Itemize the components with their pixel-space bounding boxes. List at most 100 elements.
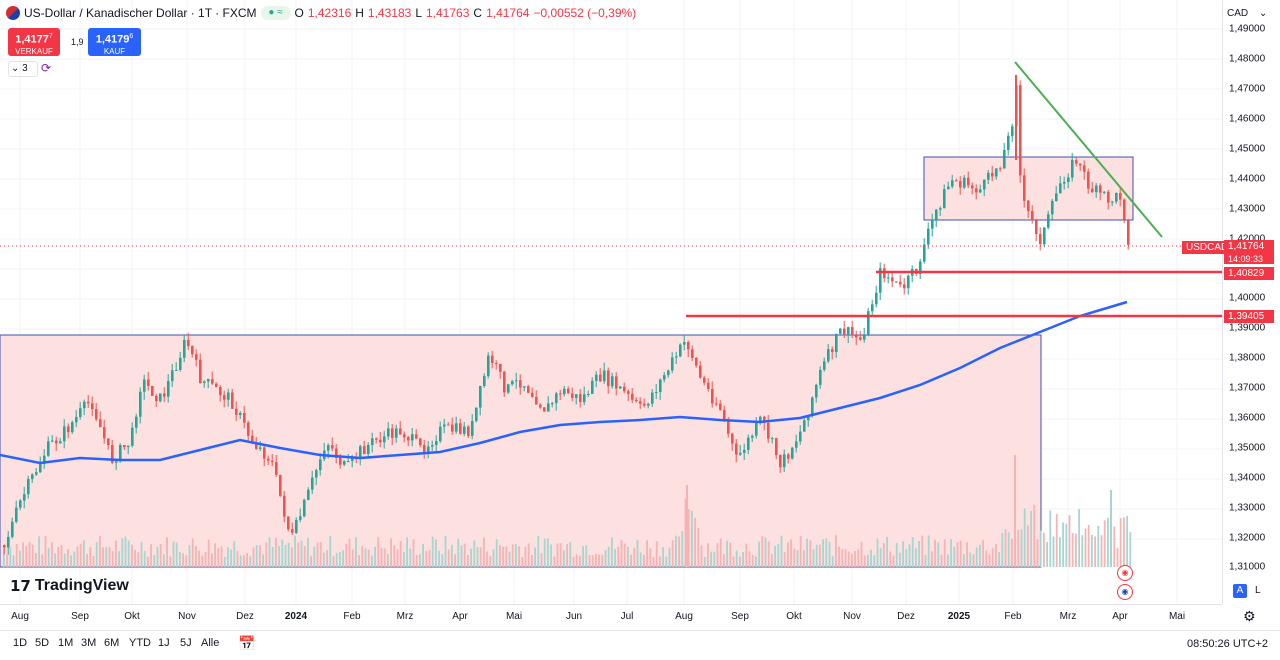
candle-body xyxy=(319,459,322,471)
timeframe-button-1j[interactable]: 1J xyxy=(158,637,170,649)
last-price: 1,41764 xyxy=(1228,241,1265,252)
time-axis-label: Okt xyxy=(786,611,802,622)
price-tick-label: 1,35000 xyxy=(1229,442,1266,454)
timeframe-button-ytd[interactable]: YTD xyxy=(129,637,151,649)
volume-bar xyxy=(934,539,936,567)
buy-button[interactable]: 1,41796 KAUF xyxy=(88,28,141,56)
candle-body xyxy=(663,375,666,380)
volume-bar xyxy=(51,542,53,567)
candle-body xyxy=(1083,165,1086,172)
indicators-toggle[interactable]: ⌄ 3 xyxy=(8,61,38,77)
candle-body xyxy=(335,448,338,458)
timeframe-button-1m[interactable]: 1M xyxy=(58,637,74,649)
buy-label: KAUF xyxy=(103,46,126,56)
volume-bar xyxy=(697,528,700,567)
volume-bar xyxy=(268,537,271,567)
volume-bar xyxy=(239,555,242,567)
time-axis-label: Sep xyxy=(71,611,89,622)
candle-body xyxy=(455,423,458,432)
candle-body xyxy=(35,472,38,475)
candle-body xyxy=(955,180,958,182)
refresh-icon[interactable]: ⟳ xyxy=(41,61,52,75)
candle-body xyxy=(331,445,334,449)
candle-body xyxy=(987,172,990,180)
volume-bar xyxy=(1065,523,1068,567)
volume-bar xyxy=(111,551,114,567)
timeframe-button-5j[interactable]: 5J xyxy=(180,637,192,649)
volume-bar xyxy=(521,557,524,567)
price-scale[interactable]: CAD ⌄ 1,49000 1,48000 1,47000 1,46000 1,4500… xyxy=(1222,0,1280,604)
price-tick-label: 1,39000 xyxy=(1229,322,1266,334)
timeframe-button-6m[interactable]: 6M xyxy=(104,637,120,649)
volume-bar xyxy=(249,556,252,567)
clock[interactable]: 08:50:26 UTC+2 xyxy=(1186,638,1268,650)
volume-bar xyxy=(947,554,949,567)
volume-bar xyxy=(457,538,460,567)
volume-bar xyxy=(3,546,5,567)
volume-bar xyxy=(694,517,696,567)
volume-bar xyxy=(623,543,626,567)
candle-body xyxy=(939,208,942,210)
volume-bar xyxy=(265,542,268,567)
volume-bar xyxy=(771,554,773,567)
volume-bar xyxy=(198,550,200,567)
candle-body xyxy=(263,447,266,459)
volume-bar xyxy=(332,556,335,567)
volume-bar xyxy=(22,542,24,567)
price-chart[interactable] xyxy=(0,0,1222,604)
volume-bar xyxy=(92,556,95,567)
candle-body xyxy=(555,393,558,404)
candle-body xyxy=(771,438,774,440)
event-flag-icon-ca[interactable]: ◉ xyxy=(1117,565,1133,581)
volume-bar xyxy=(686,485,688,567)
candle-body xyxy=(367,445,370,454)
candle-body xyxy=(391,428,394,438)
volume-bar xyxy=(563,550,565,567)
candle-body xyxy=(735,443,738,455)
volume-bar xyxy=(652,557,655,567)
candle-body xyxy=(775,438,778,455)
candle-body xyxy=(427,446,430,454)
auto-scale-button[interactable]: A xyxy=(1233,584,1247,598)
volume-bar xyxy=(582,546,584,567)
time-axis[interactable]: Aug Sep Okt Nov Dez 2024 Feb Mrz Apr Mai Jun Jul Aug… xyxy=(0,604,1222,631)
candle-body xyxy=(463,426,466,434)
timeframe-button-3m[interactable]: 3M xyxy=(81,637,97,649)
settings-icon[interactable]: ⚙ xyxy=(1243,608,1256,624)
volume-bar xyxy=(409,548,412,567)
candle-body xyxy=(327,445,330,451)
volume-bar xyxy=(969,552,972,567)
candle-body xyxy=(879,268,882,293)
log-scale-button[interactable]: L xyxy=(1255,585,1261,596)
price-tick-label: 1,32000 xyxy=(1229,532,1266,544)
last-price-tag: 1,41764 14:09:33 xyxy=(1224,240,1274,264)
volume-bar xyxy=(287,543,290,567)
volume-bar xyxy=(47,547,50,567)
volume-bar xyxy=(703,556,706,567)
date-range-icon[interactable]: 📅 xyxy=(238,635,256,651)
candle-body xyxy=(807,415,810,421)
candle-body xyxy=(579,394,582,403)
timeframe-button-alle[interactable]: Alle xyxy=(201,637,220,649)
volume-bar xyxy=(518,546,520,567)
sell-button[interactable]: 1,41777 VERKAUF xyxy=(8,28,60,56)
change-value: −0,00552 (−0,39%) xyxy=(533,6,637,20)
chart-pane[interactable]: US-Dollar / Kanadischer Dollar · 1T · FX… xyxy=(0,0,1222,604)
event-flag-icon-us[interactable]: ◉ xyxy=(1117,584,1133,600)
candle-body xyxy=(855,335,858,338)
volume-bar xyxy=(451,544,453,567)
volume-bar xyxy=(870,549,872,567)
volume-bar xyxy=(966,542,968,567)
volume-bar xyxy=(1081,535,1084,567)
volume-bar xyxy=(1036,539,1039,567)
volume-bar xyxy=(889,551,892,567)
symbol-title[interactable]: US-Dollar / Kanadischer Dollar · 1T · FX… xyxy=(24,6,257,20)
candle-body xyxy=(39,464,42,473)
candle-body xyxy=(231,392,234,409)
volume-bar xyxy=(972,554,975,567)
time-axis-label: Jul xyxy=(620,611,634,622)
timeframe-button-5d[interactable]: 5D xyxy=(35,637,50,649)
time-axis-label: Aug xyxy=(11,611,29,622)
currency-selector[interactable]: CAD ⌄ xyxy=(1227,8,1267,19)
timeframe-button-1d[interactable]: 1D xyxy=(13,637,28,649)
